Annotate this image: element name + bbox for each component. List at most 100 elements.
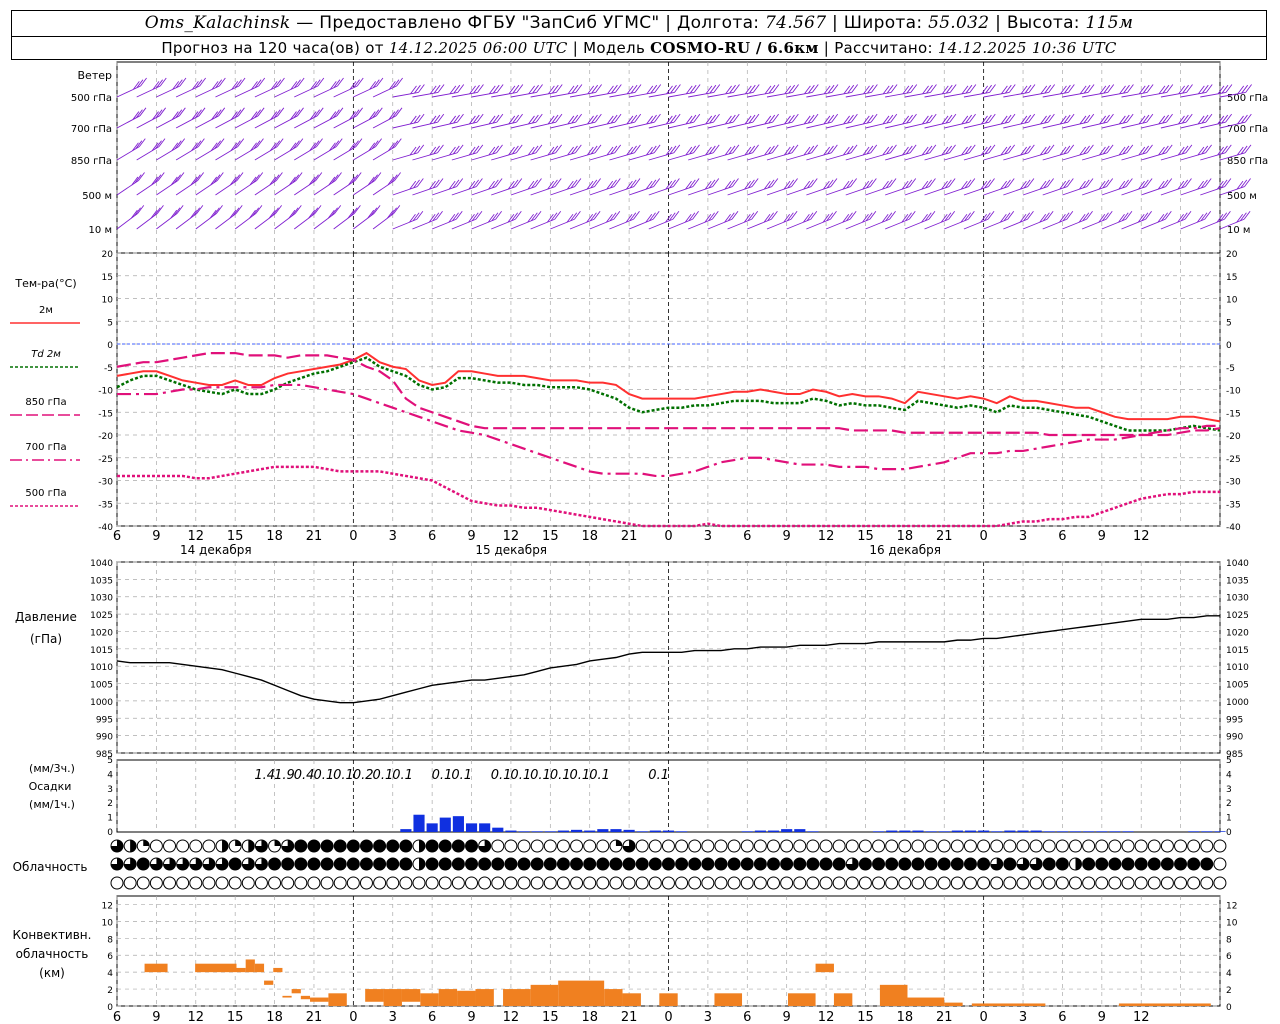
wind-barb-feather: [516, 113, 523, 123]
wind-barb-feather: [1087, 113, 1095, 123]
cloud-circle: [1121, 857, 1135, 871]
time-tick-label: 6: [113, 529, 121, 544]
wind-barb-feather: [767, 212, 775, 222]
cloud-symbol: [1134, 857, 1148, 871]
wind-barb-shaft: [136, 180, 159, 196]
conv-bar: [475, 989, 494, 1006]
wind-barb-shaft: [983, 218, 1008, 230]
wind-barb: [175, 77, 207, 98]
wind-barb: [116, 138, 146, 161]
wind-barb-feather: [1106, 144, 1114, 154]
cloud-symbol: [1068, 857, 1082, 871]
wind-barb-feather: [1003, 212, 1011, 222]
wind-barb-feather: [665, 115, 673, 125]
precip-bar: [649, 830, 661, 832]
wind-barb-shaft: [885, 121, 911, 129]
cloud-symbol: [386, 876, 400, 890]
conv-bar: [273, 967, 283, 973]
wind-barb-shaft: [1022, 218, 1048, 230]
wind-barb-feather: [586, 146, 594, 156]
wind-barb-shaft: [845, 92, 872, 98]
time-tick-label-bottom: 9: [1098, 1010, 1106, 1024]
wind-barb-feather: [218, 107, 226, 117]
cloud-circle: [294, 839, 308, 853]
cloud-symbol: [1095, 839, 1109, 853]
cloud-circle: [491, 876, 505, 890]
wind-barb-feather: [235, 79, 242, 88]
wind-barb-feather: [654, 84, 662, 93]
wind-barb-feather: [532, 84, 539, 94]
wind-barb: [1022, 178, 1054, 196]
wind-barb: [1180, 210, 1212, 230]
cloud-circle: [1042, 857, 1056, 871]
wind-barb-feather: [155, 109, 163, 118]
cloud-symbol: [977, 876, 991, 890]
wind-barb-shaft: [510, 152, 537, 161]
cloud-circle: [517, 857, 531, 871]
conv-bar: [971, 1003, 1046, 1006]
cloud-symbol: [806, 857, 820, 871]
cloud-circle: [963, 857, 977, 871]
conv-tick-right: 12: [1226, 901, 1237, 911]
cloud-circle: [1042, 839, 1056, 853]
wind-barb-shaft: [136, 146, 160, 161]
wind-barb-feather: [1197, 115, 1205, 125]
wind-barb-feather: [784, 115, 791, 125]
wind-barb-shaft: [885, 152, 911, 161]
cloud-symbol: [346, 876, 360, 890]
temp-tick-right: 20: [1226, 250, 1238, 260]
wind-barb-shaft: [471, 121, 497, 129]
cloud-symbol: [727, 857, 741, 871]
wind-barb-shaft: [944, 92, 970, 98]
wind-barb-feather: [1118, 180, 1126, 190]
cloud-circle: [977, 876, 991, 890]
wind-barb-shaft: [648, 186, 674, 196]
day-label: 16 декабря: [869, 543, 941, 557]
cloud-circle: [438, 876, 452, 890]
cloud-symbol: [333, 876, 347, 890]
wind-barb-feather: [684, 213, 692, 223]
wind-barb-feather: [566, 180, 574, 190]
wind-barb-feather: [1067, 84, 1075, 93]
cloud-three-quarter: [1016, 858, 1029, 870]
wind-barb: [668, 84, 701, 98]
cloud-symbol: [780, 857, 794, 871]
wind-barb: [1081, 178, 1114, 196]
wind-barb-feather: [1165, 144, 1173, 154]
precip-bar: [964, 830, 977, 832]
cloud-circle: [885, 876, 899, 890]
wind-barb-feather: [705, 115, 713, 125]
wind-barb-feather: [140, 77, 147, 87]
cloud-symbol: [228, 857, 242, 871]
wind-barb: [195, 138, 225, 161]
wind-barb: [589, 210, 621, 230]
cloud-circle: [1134, 857, 1148, 871]
cloud-symbol: [556, 876, 570, 890]
time-tick-label-bottom: 12: [818, 1010, 835, 1024]
wind-barb: [510, 144, 543, 161]
precip-bar: [873, 831, 885, 832]
cloud-circle: [609, 876, 623, 890]
wind-barb: [609, 178, 641, 196]
cloud-symbol: [727, 876, 741, 890]
wind-barb-feather: [567, 115, 575, 125]
wind-barb-feather: [1023, 212, 1031, 222]
wind-barb-feather: [823, 115, 831, 125]
cloud-symbol: [793, 857, 807, 871]
wind-barb-feather: [771, 178, 779, 187]
cloud-circle: [635, 857, 649, 871]
time-tick-label-bottom: 9: [467, 1010, 475, 1024]
wind-barb: [1042, 178, 1074, 196]
wind-barb-feather: [1103, 84, 1111, 94]
wind-barb-feather: [547, 146, 555, 156]
wind-barb-feather: [250, 142, 257, 151]
wind-barb-shaft: [392, 121, 419, 129]
wind-barb-shaft: [766, 121, 793, 129]
cloud-symbol: [412, 876, 426, 890]
cloud-circle: [359, 857, 373, 871]
time-tick-label-bottom: 15: [542, 1010, 559, 1024]
wind-barb: [1160, 210, 1192, 230]
wind-barb: [451, 210, 483, 230]
wind-barb: [392, 144, 425, 161]
wind-barb: [1082, 144, 1114, 161]
